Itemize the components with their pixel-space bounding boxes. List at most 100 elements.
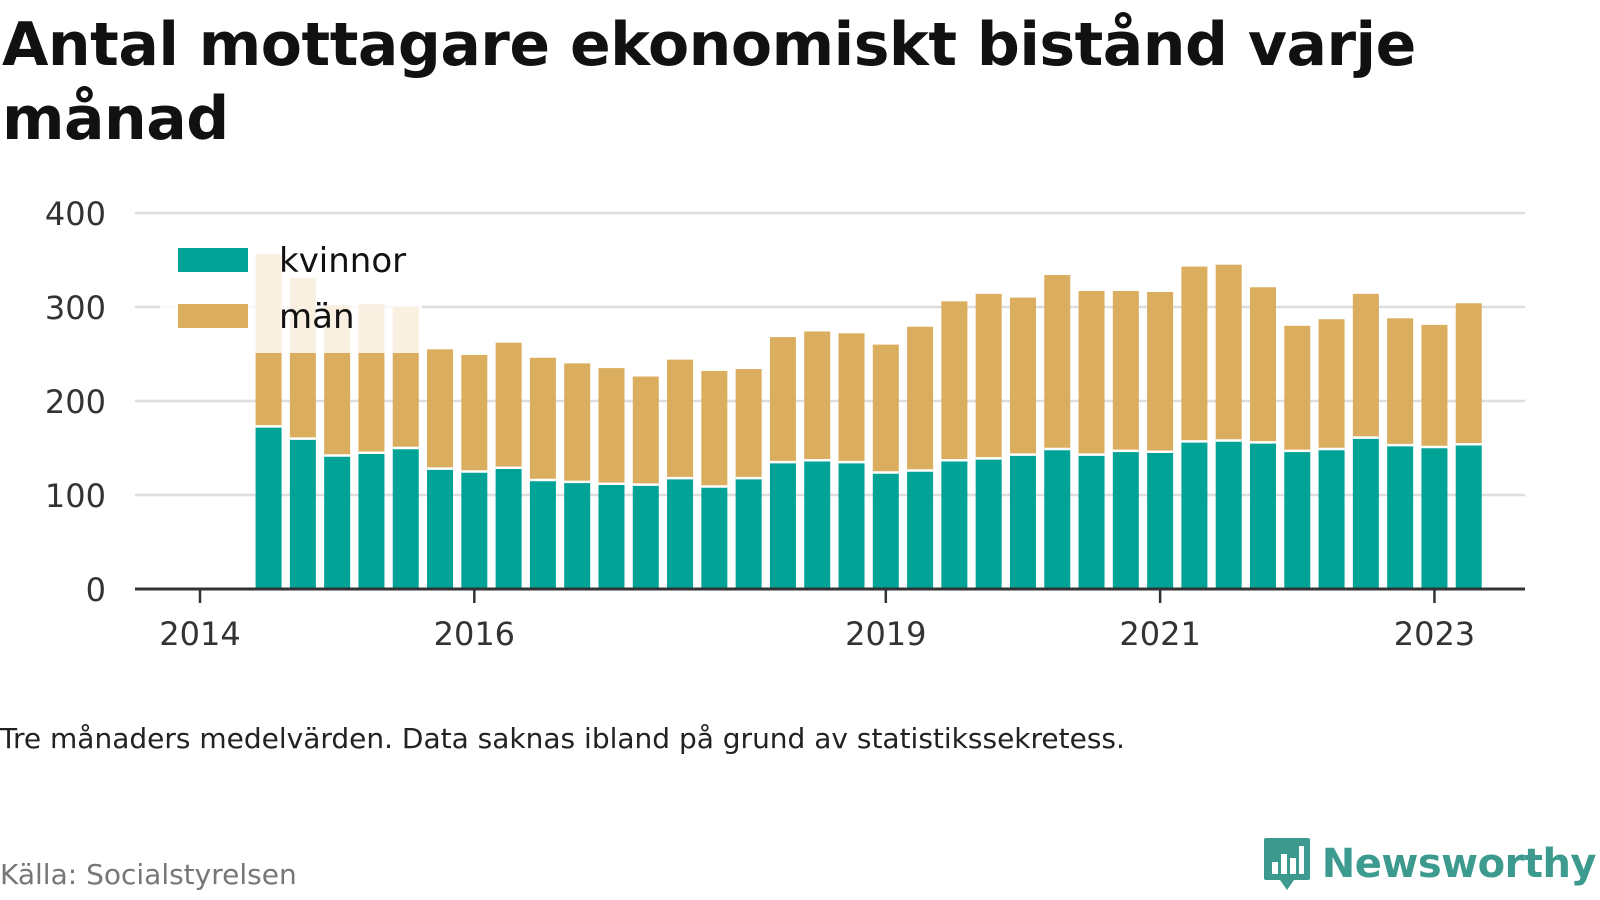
bars: [255, 254, 1482, 589]
axes: 0 100 200 300 400 2014 2016 2019 2021 2023: [45, 195, 1525, 653]
bar-group: [1455, 303, 1482, 589]
chart-title: Antal mottagare ekonomiskt bistånd varje…: [2, 10, 1416, 154]
bar-kvinnor: [598, 483, 625, 589]
y-tick-label: 0: [86, 571, 106, 609]
bar-kvinnor: [1455, 444, 1482, 589]
bar-group: [1421, 324, 1448, 589]
bar-group: [427, 349, 454, 589]
bar-group: [495, 342, 522, 589]
bar-kvinnor: [941, 460, 968, 589]
newsworthy-logo-icon: [1263, 838, 1310, 890]
bar-kvinnor: [872, 472, 899, 589]
bar-group: [1078, 291, 1105, 589]
bar-group: [529, 357, 556, 589]
stacked-bar-chart: kvinnor män 0 100 200 300 400 2014 2016 2019 2021…: [45, 195, 1525, 653]
bar-group: [1249, 287, 1276, 589]
x-tick-label: 2019: [845, 615, 926, 653]
bar-man: [427, 349, 454, 469]
y-tick-label: 200: [45, 383, 106, 421]
y-tick-label: 400: [45, 195, 106, 233]
x-tick-label: 2016: [434, 615, 515, 653]
bar-man: [1421, 324, 1448, 448]
bar-kvinnor: [427, 468, 454, 589]
bar-group: [872, 344, 899, 589]
bar-man: [667, 359, 694, 479]
bar-kvinnor: [1284, 450, 1311, 589]
bar-group: [907, 326, 934, 589]
bar-man: [735, 369, 762, 479]
bar-group: [838, 333, 865, 589]
bar-kvinnor: [1387, 445, 1414, 589]
bar-group: [1318, 319, 1345, 589]
bar-man: [495, 342, 522, 468]
y-tick-label: 300: [45, 289, 106, 327]
bar-kvinnor: [1215, 440, 1242, 589]
bar-group: [667, 359, 694, 589]
bar-man: [1284, 325, 1311, 451]
bar-kvinnor: [289, 438, 316, 589]
bar-group: [1181, 266, 1208, 589]
x-tick-label: 2021: [1119, 615, 1200, 653]
bar-man: [529, 357, 556, 480]
bar-man: [632, 376, 659, 485]
bar-kvinnor: [907, 470, 934, 589]
bar-man: [941, 301, 968, 461]
bar-kvinnor: [1078, 454, 1105, 589]
x-tick-label: 2014: [159, 615, 240, 653]
bar-man: [1215, 264, 1242, 441]
bar-kvinnor: [1421, 447, 1448, 589]
bar-group: [1387, 318, 1414, 589]
bar-kvinnor: [1044, 448, 1071, 589]
bar-kvinnor: [1009, 454, 1036, 589]
bar-man: [804, 331, 831, 461]
bar-group: [701, 370, 728, 589]
bar-group: [1112, 291, 1139, 589]
bar-man: [769, 337, 796, 463]
bar-kvinnor: [1249, 442, 1276, 589]
bar-man: [838, 333, 865, 463]
bar-man: [1249, 287, 1276, 443]
bar-man: [1352, 293, 1379, 438]
bar-kvinnor: [701, 486, 728, 589]
source-credit: Källa: Socialstyrelsen: [0, 858, 297, 891]
bar-group: [1352, 293, 1379, 589]
bar-group: [1284, 325, 1311, 589]
bar-man: [564, 363, 591, 482]
bar-kvinnor: [495, 467, 522, 589]
bar-kvinnor: [1147, 451, 1174, 589]
bar-group: [1009, 297, 1036, 589]
bar-kvinnor: [769, 462, 796, 589]
brand-logo[interactable]: Newsworthy: [1262, 836, 1597, 892]
bar-man: [907, 326, 934, 471]
bar-group: [461, 354, 488, 589]
bar-group: [735, 369, 762, 589]
bar-group: [632, 376, 659, 589]
chart-note: Tre månaders medelvärden. Data saknas ib…: [0, 722, 1125, 755]
bar-kvinnor: [392, 448, 419, 589]
legend-swatch: [178, 248, 248, 272]
bar-group: [941, 301, 968, 589]
bar-man: [1078, 291, 1105, 455]
bar-man: [1181, 266, 1208, 442]
bar-man: [1147, 291, 1174, 452]
bar-kvinnor: [529, 479, 556, 589]
bar-kvinnor: [1352, 437, 1379, 589]
bar-kvinnor: [461, 471, 488, 589]
bar-man: [1387, 318, 1414, 446]
y-tick-label: 100: [45, 477, 106, 515]
bar-kvinnor: [804, 460, 831, 589]
bar-man: [701, 370, 728, 487]
bar-man: [461, 354, 488, 472]
brand-name: Newsworthy: [1321, 841, 1597, 887]
bar-man: [598, 368, 625, 484]
bar-group: [804, 331, 831, 589]
bar-man: [1318, 319, 1345, 449]
bar-group: [1215, 264, 1242, 589]
bar-kvinnor: [1181, 441, 1208, 589]
legend: kvinnor män: [160, 232, 422, 353]
bar-kvinnor: [564, 481, 591, 589]
bar-kvinnor: [324, 455, 351, 589]
bar-group: [1044, 275, 1071, 589]
legend-swatch: [178, 304, 248, 328]
bar-kvinnor: [975, 458, 1002, 589]
